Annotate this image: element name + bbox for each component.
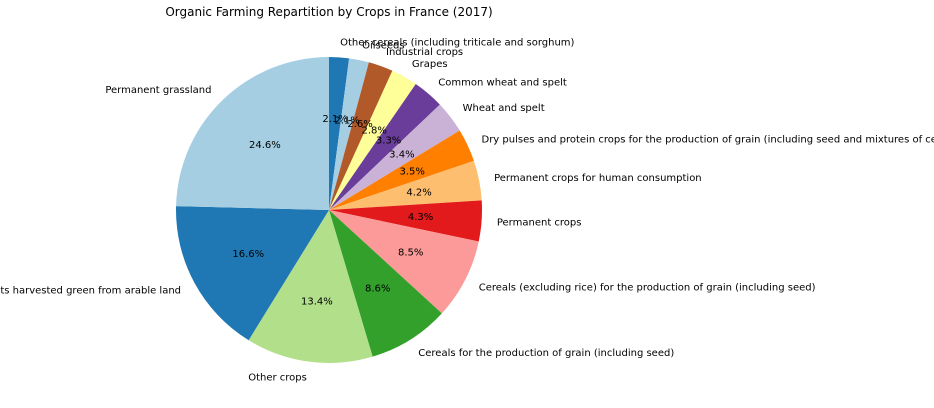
pie-slice (329, 84, 440, 210)
slice-percentage-label: 2.1% (334, 115, 359, 126)
pie-slice (248, 210, 373, 363)
chart-title: Organic Farming Repartition by Crops in … (165, 5, 492, 19)
pie-slice (329, 104, 460, 210)
slice-percentage-label: 2.6% (347, 119, 372, 130)
slice-percentage-label: 16.6% (232, 249, 264, 260)
slice-category-label: Permanent crops (497, 218, 582, 229)
category-labels: Other cereals (including triticale and s… (0, 38, 934, 384)
pie-slice (329, 160, 482, 210)
pie-slice (329, 210, 442, 357)
pie-slices (176, 57, 483, 363)
slice-percentage-label: 2.1% (322, 114, 347, 125)
pie-slice (329, 130, 474, 210)
slice-percentage-label: 13.4% (301, 297, 333, 308)
pie-slice (329, 200, 483, 242)
slice-category-label: Wheat and spelt (463, 103, 545, 114)
pie-slice (329, 58, 369, 210)
slice-percentage-label: 24.6% (249, 140, 281, 151)
slice-category-label: Permanent grassland (105, 85, 211, 96)
slice-percentage-label: 3.5% (399, 167, 424, 178)
slice-percentage-label: 8.5% (398, 247, 423, 258)
slice-category-label: Permanent crops for human consumption (494, 173, 702, 184)
slice-percentage-label: 4.2% (406, 188, 431, 199)
pie-slice (329, 210, 479, 314)
slice-category-label: Other crops (248, 372, 307, 383)
slice-category-label: Oilseeds (362, 40, 405, 51)
slice-category-label: Industrial crops (386, 47, 463, 58)
slice-percentage-label: 2.8% (362, 126, 387, 137)
slice-category-label: Grapes (412, 59, 448, 70)
pie-slice (329, 57, 350, 210)
slice-category-label: Common wheat and spelt (438, 78, 567, 89)
slice-category-label: Dry pulses and protein crops for the pro… (482, 134, 934, 145)
slice-percentage-label: 3.4% (389, 150, 414, 161)
percentage-labels: 2.1%2.1%2.6%2.8%3.3% 3.4% 3.5% 4.2% 4.3% 8.5%… (232, 114, 433, 308)
slice-category-label: Other cereals (including triticale and s… (340, 38, 574, 49)
pie-slice (176, 206, 329, 341)
slice-category-label: Plants harvested green from arable land (0, 286, 181, 297)
pie-slice (329, 62, 393, 210)
slice-category-label: Cereals (excluding rice) for the product… (479, 282, 816, 293)
pie-slice (329, 70, 416, 210)
slice-percentage-label: 8.6% (365, 283, 390, 294)
slice-category-label: Cereals for the production of grain (inc… (418, 348, 674, 359)
slice-percentage-label: 3.3% (376, 136, 401, 147)
slice-percentage-label: 4.3% (408, 212, 433, 223)
pie-slice (176, 57, 329, 210)
